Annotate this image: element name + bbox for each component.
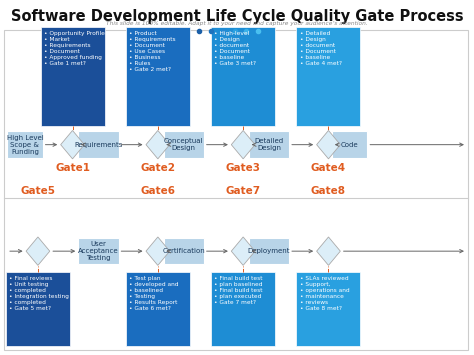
Text: • Detailed
• Design
• document
• Document
• baseline
• Gate 4 met?: • Detailed • Design • document • Documen… (300, 31, 342, 66)
FancyBboxPatch shape (296, 272, 360, 346)
Text: • Final reviews
• Unit testing
• completed
• Integration testing
• completed
• G: • Final reviews • Unit testing • complet… (9, 276, 69, 311)
FancyBboxPatch shape (126, 27, 190, 126)
Text: Gate6: Gate6 (140, 186, 175, 196)
Text: Gate2: Gate2 (140, 163, 175, 173)
Text: Gate7: Gate7 (226, 186, 261, 196)
FancyBboxPatch shape (126, 272, 190, 346)
Text: Deployment: Deployment (248, 248, 290, 254)
FancyBboxPatch shape (249, 131, 289, 158)
Polygon shape (231, 237, 255, 266)
FancyBboxPatch shape (211, 27, 275, 126)
FancyBboxPatch shape (296, 27, 360, 126)
Polygon shape (231, 130, 255, 159)
Polygon shape (61, 130, 84, 159)
FancyBboxPatch shape (332, 131, 367, 158)
Text: • SLAs reviewed
• Support,
• operations and
• maintenance
• reviews
• Gate 8 met: • SLAs reviewed • Support, • operations … (300, 276, 349, 311)
FancyBboxPatch shape (6, 272, 70, 346)
Polygon shape (146, 237, 170, 266)
FancyBboxPatch shape (78, 238, 118, 264)
Text: High Level
Scope &
Funding: High Level Scope & Funding (7, 135, 43, 155)
Text: Gate4: Gate4 (311, 163, 346, 173)
FancyBboxPatch shape (249, 238, 289, 264)
Text: Certification: Certification (162, 248, 205, 254)
Text: • High-level
• Design
• document
• Document
• baseline
• Gate 3 met?: • High-level • Design • document • Docum… (214, 31, 256, 66)
Text: • Final build test
• plan baselined
• Final build test
• plan executed
• Gate 7 : • Final build test • plan baselined • Fi… (214, 276, 263, 305)
Text: This slide is 100% editable. Adapt it to your need and capture your audience’s a: This slide is 100% editable. Adapt it to… (106, 21, 368, 26)
FancyBboxPatch shape (7, 131, 43, 158)
Text: Software Development Life Cycle Quality Gate Process: Software Development Life Cycle Quality … (11, 9, 463, 24)
Text: • Product
• Requirements
• Document
• Use Cases
• Business
• Rules
• Gate 2 met?: • Product • Requirements • Document • Us… (129, 31, 176, 72)
Polygon shape (146, 130, 170, 159)
Polygon shape (26, 237, 50, 266)
Polygon shape (317, 237, 340, 266)
Polygon shape (317, 130, 340, 159)
Text: • Opportunity Profile
• Market
• Requirements
• Document
• Approved funding
• Ga: • Opportunity Profile • Market • Require… (44, 31, 105, 66)
FancyBboxPatch shape (164, 238, 204, 264)
Text: Gate8: Gate8 (311, 186, 346, 196)
Text: Requirements: Requirements (74, 142, 123, 148)
Text: • Test plan
• developed and
• baselined
• Testing
• Results Report
• Gate 6 met?: • Test plan • developed and • baselined … (129, 276, 179, 311)
Text: Conceptual
Design: Conceptual Design (164, 138, 203, 151)
FancyBboxPatch shape (40, 27, 104, 126)
Text: User
Acceptance
Testing: User Acceptance Testing (78, 241, 118, 261)
Text: Code: Code (341, 142, 358, 148)
Text: Gate5: Gate5 (20, 186, 55, 196)
FancyBboxPatch shape (164, 131, 204, 158)
FancyBboxPatch shape (78, 131, 118, 158)
FancyBboxPatch shape (211, 272, 275, 346)
Text: Gate3: Gate3 (226, 163, 261, 173)
Text: Gate1: Gate1 (55, 163, 90, 173)
Text: Detailed
Design: Detailed Design (255, 138, 283, 151)
